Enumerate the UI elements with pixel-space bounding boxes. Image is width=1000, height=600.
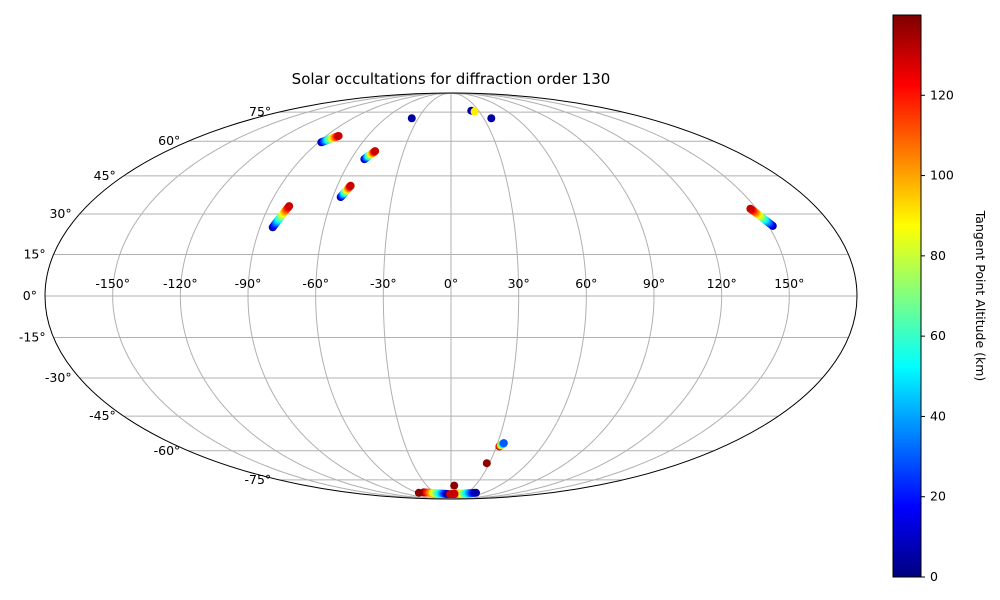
latitude-tick-label: -30° <box>45 370 72 385</box>
colorbar-tick-label: 0 <box>930 569 938 584</box>
data-point <box>414 488 423 497</box>
colorbar-tick-label: 60 <box>930 328 946 343</box>
latitude-tick-label: 30° <box>49 206 71 221</box>
latitude-tick-label: -75° <box>245 472 272 487</box>
longitude-tick-label: 60° <box>575 276 597 291</box>
data-point <box>487 114 496 123</box>
data-point <box>471 488 480 497</box>
occultation-points <box>268 106 777 499</box>
longitude-tick-label: -150° <box>95 276 130 291</box>
colorbar-tick-label: 100 <box>930 168 954 183</box>
colorbar-ticks: 0 20 40 60 80 100 120 <box>921 87 954 584</box>
longitude-tick-label: -30° <box>370 276 397 291</box>
data-point <box>371 147 380 156</box>
longitude-tick-label: -90° <box>235 276 262 291</box>
longitude-tick-label: 0° <box>444 276 458 291</box>
map-boundary <box>44 92 858 500</box>
graticule-grid <box>45 92 857 500</box>
colorbar-tick-label: 40 <box>930 408 946 423</box>
chart-title: Solar occultations for diffraction order… <box>292 70 611 88</box>
colorbar-gradient <box>892 14 922 578</box>
latitude-tick-label: 75° <box>249 104 271 119</box>
data-point <box>746 204 755 213</box>
longitude-tick-labels: -150° -120° -90° -60° -30° 0° 30° 60° 90° 120° 150… <box>95 276 804 291</box>
longitude-tick-label: -60° <box>302 276 329 291</box>
data-point <box>407 114 416 123</box>
data-point <box>285 202 294 211</box>
data-point <box>470 107 479 116</box>
data-point <box>334 131 343 140</box>
latitude-tick-label: 60° <box>158 133 180 148</box>
longitude-tick-label: -120° <box>163 276 198 291</box>
data-point <box>482 459 491 468</box>
colorbar: 0 20 40 60 80 100 120 Tangent Point Altitude (… <box>892 14 988 584</box>
longitude-tick-label: 150° <box>774 276 804 291</box>
data-point <box>499 439 508 448</box>
latitude-tick-labels: 75° 60° 45° 30° 15° 0° -15° -30° -45° -60° -75° <box>19 104 271 487</box>
latitude-tick-label: -60° <box>154 443 181 458</box>
latitude-tick-label: 15° <box>23 246 45 261</box>
longitude-tick-label: 30° <box>508 276 530 291</box>
latitude-tick-label: 45° <box>94 168 116 183</box>
data-point <box>450 489 459 498</box>
data-point <box>450 481 459 490</box>
colorbar-tick-label: 80 <box>930 248 946 263</box>
colorbar-tick-label: 20 <box>930 489 946 504</box>
latitude-tick-label: -15° <box>19 330 46 345</box>
colorbar-label: Tangent Point Altitude (km) <box>973 210 988 382</box>
latitude-tick-label: -45° <box>89 408 116 423</box>
colorbar-tick-label: 120 <box>930 87 954 102</box>
longitude-tick-label: 90° <box>643 276 665 291</box>
longitude-tick-label: 120° <box>707 276 737 291</box>
data-point <box>346 181 355 190</box>
latitude-tick-label: 0° <box>23 288 37 303</box>
